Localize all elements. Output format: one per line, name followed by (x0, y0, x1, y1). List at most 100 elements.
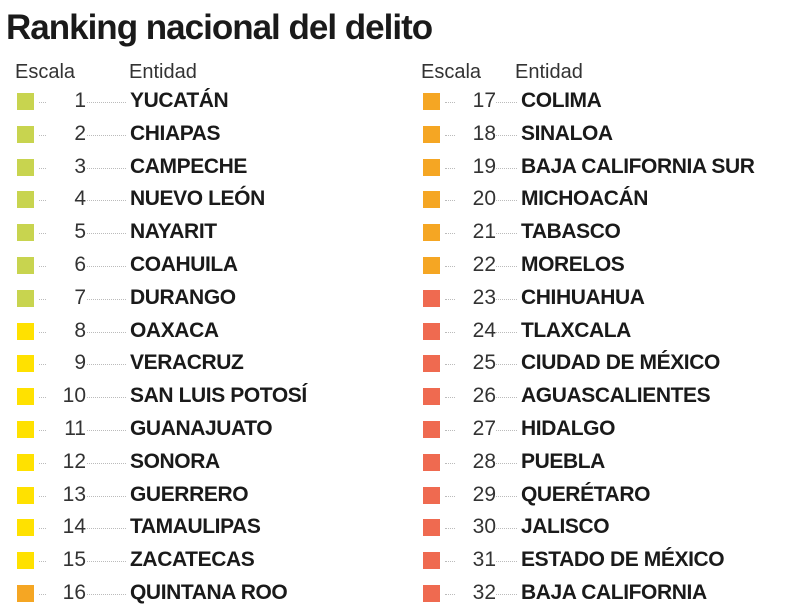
rank: 5 (46, 220, 86, 245)
scale-swatch (423, 158, 440, 176)
rank: 22 (456, 253, 496, 277)
rank: 19 (456, 154, 496, 179)
state-name: GUERRERO (130, 482, 249, 507)
rank: 9 (46, 351, 86, 376)
state-name: SAN LUIS POTOSÍ (130, 384, 307, 409)
state-name: SINALOA (521, 121, 613, 146)
state-name: TLAXCALA (521, 318, 631, 343)
state-name: ESTADO DE MÉXICO (521, 548, 725, 573)
state-name: BAJA CALIFORNIA SUR (521, 154, 755, 179)
state-name: BAJA CALIFORNIA (521, 581, 707, 605)
scale-swatch (423, 552, 440, 570)
state-name: VERACRUZ (130, 351, 244, 376)
state-name: ZACATECAS (130, 548, 255, 573)
rank: 32 (456, 581, 496, 605)
scale-swatch (423, 93, 440, 110)
scale-swatch (17, 355, 34, 373)
state-name: OAXACA (130, 318, 219, 343)
state-name: QUINTANA ROO (130, 581, 288, 605)
scale-swatch (423, 224, 440, 242)
scale-swatch (17, 519, 34, 537)
rank: 25 (456, 351, 496, 376)
rank: 4 (46, 187, 86, 212)
rank: 2 (46, 121, 86, 146)
state-name: TAMAULIPAS (130, 515, 261, 540)
rank: 29 (456, 482, 496, 507)
state-name: COLIMA (521, 89, 602, 113)
rank: 20 (456, 187, 496, 212)
scale-swatch (423, 191, 440, 209)
scale-swatch (423, 421, 440, 438)
rank: 7 (46, 285, 86, 310)
rank: 30 (456, 515, 496, 540)
state-name: CHIAPAS (130, 121, 221, 146)
rank: 8 (46, 318, 86, 343)
state-name: DURANGO (130, 285, 236, 310)
scale-swatch (17, 93, 34, 110)
rank: 28 (456, 449, 496, 474)
rank: 27 (456, 417, 496, 441)
rank: 31 (456, 548, 496, 573)
scale-swatch (17, 585, 34, 602)
column-header: Entidad (129, 61, 197, 83)
scale-swatch (17, 486, 34, 504)
scale-swatch (17, 158, 34, 176)
state-name: AGUASCALIENTES (521, 384, 711, 409)
scale-swatch (423, 585, 440, 602)
scale-swatch (423, 322, 440, 340)
rank: 14 (46, 515, 86, 540)
state-name: HIDALGO (521, 417, 616, 441)
rank: 24 (456, 318, 496, 343)
scale-swatch (423, 453, 440, 471)
scale-swatch (17, 257, 34, 274)
rank: 18 (456, 121, 496, 146)
rank: 16 (46, 581, 86, 605)
scale-swatch (17, 322, 34, 340)
state-name: QUERÉTARO (521, 482, 651, 507)
rank: 12 (46, 449, 86, 474)
state-name: YUCATÁN (130, 89, 229, 113)
rank: 11 (46, 417, 86, 441)
rank: 17 (456, 89, 496, 113)
rank: 26 (456, 384, 496, 409)
rank: 10 (46, 384, 86, 409)
state-name: MORELOS (521, 253, 625, 277)
scale-swatch (423, 388, 440, 406)
state-name: NUEVO LEÓN (130, 187, 265, 212)
scale-swatch (17, 125, 34, 143)
state-name: COAHUILA (130, 253, 238, 277)
scale-swatch (17, 289, 34, 307)
state-name: GUANAJUATO (130, 417, 273, 441)
scale-swatch (423, 355, 440, 373)
state-name: CAMPECHE (130, 154, 247, 179)
state-name: JALISCO (521, 515, 610, 540)
scale-swatch (423, 125, 440, 143)
scale-swatch (17, 224, 34, 242)
state-name: PUEBLA (521, 449, 605, 474)
scale-swatch (17, 388, 34, 406)
scale-swatch (423, 257, 440, 274)
rank: 15 (46, 548, 86, 573)
state-name: MICHOACÁN (521, 187, 649, 212)
rank: 13 (46, 482, 86, 507)
rank: 3 (46, 154, 86, 179)
rank: 6 (46, 253, 86, 277)
scale-swatch (423, 486, 440, 504)
scale-swatch (17, 191, 34, 209)
state-name: CHIHUAHUA (521, 285, 645, 310)
column-header: Escala (421, 61, 482, 83)
state-name: CIUDAD DE MÉXICO (521, 351, 720, 376)
rank: 1 (46, 89, 86, 113)
scale-swatch (17, 421, 34, 438)
rank: 21 (456, 220, 496, 245)
column-header: Entidad (515, 61, 583, 83)
rank: 23 (456, 285, 496, 310)
state-name: SONORA (130, 449, 220, 474)
scale-swatch (17, 552, 34, 570)
scale-swatch (423, 519, 440, 537)
state-name: NAYARIT (130, 220, 217, 245)
scale-swatch (17, 453, 34, 471)
column-header: Escala (15, 61, 76, 83)
title: Ranking nacional del delito (6, 8, 433, 47)
